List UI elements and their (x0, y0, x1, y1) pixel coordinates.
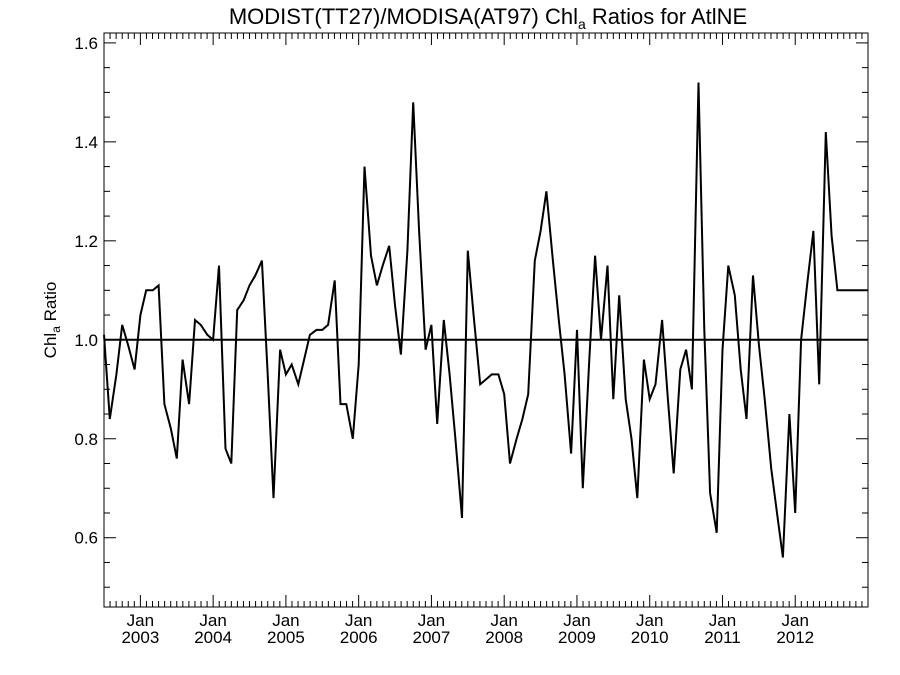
data-series-line (103, 82, 868, 558)
y-tick-label: 1.4 (74, 133, 98, 152)
x-tick-label-year: 2003 (121, 628, 159, 647)
series-layer (103, 82, 868, 558)
x-tick-label-month: Jan (199, 611, 226, 630)
x-tick-label-month: Jan (272, 611, 299, 630)
y-tick-label: 1.6 (74, 34, 98, 53)
y-axis-label: Chla Ratio (41, 282, 63, 359)
x-tick-label-year: 2005 (267, 628, 305, 647)
x-tick-label-month: Jan (127, 611, 154, 630)
x-tick-label-year: 2007 (413, 628, 451, 647)
x-tick-label-month: Jan (709, 611, 736, 630)
y-axis-label-rest: Ratio (41, 282, 60, 326)
y-tick-label: 0.8 (74, 430, 98, 449)
x-tick-label-year: 2010 (631, 628, 669, 647)
x-tick-label-year: 2009 (558, 628, 596, 647)
y-tick-label: 1.2 (74, 232, 98, 251)
x-tick-label-year: 2008 (485, 628, 523, 647)
chart-title: MODIST(TT27)/MODISA(AT97) Chla Ratios fo… (229, 4, 747, 32)
y-tick-label: 1.0 (74, 331, 98, 350)
x-tick-label-month: Jan (636, 611, 663, 630)
x-tick-label-month: Jan (345, 611, 372, 630)
x-tick-label-month: Jan (782, 611, 809, 630)
plot-frame (103, 32, 869, 608)
plot-frame-layer (103, 32, 869, 608)
x-tick-label-year: 2011 (704, 628, 741, 647)
x-tick-label-year: 2006 (340, 628, 378, 647)
x-tick-label-month: Jan (490, 611, 517, 630)
x-tick-label-month: Jan (563, 611, 590, 630)
chart-title-main: MODIST(TT27)/MODISA(AT97) Chl (229, 4, 578, 29)
tick-labels: 0.60.81.01.21.41.6Jan2003Jan2004Jan2005J… (74, 34, 814, 647)
chart-title-subscript: a (578, 16, 586, 32)
chart-title-rest: Ratios for AtlNE (586, 4, 747, 29)
x-tick-label-year: 2004 (194, 628, 232, 647)
y-axis-label-main: Chl (41, 333, 60, 359)
axis-ticks (103, 33, 869, 607)
x-tick-label-year: 2012 (776, 628, 814, 647)
y-axis-label-subscript: a (49, 326, 63, 333)
x-tick-label-month: Jan (418, 611, 445, 630)
y-tick-label: 0.6 (74, 529, 98, 548)
